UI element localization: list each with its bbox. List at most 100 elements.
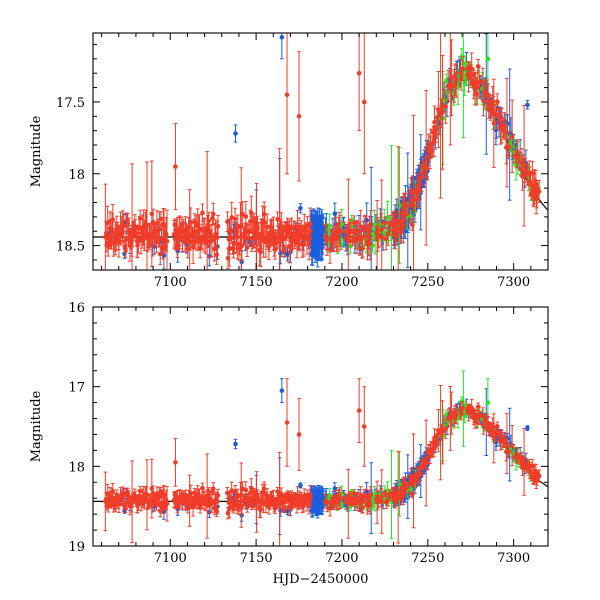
data-point-red bbox=[516, 149, 521, 165]
data-point-red bbox=[337, 488, 343, 509]
data-point-red bbox=[361, 33, 367, 175]
data-point-red bbox=[449, 39, 454, 117]
data-point-red bbox=[360, 502, 365, 514]
data-point-red bbox=[408, 468, 414, 485]
data-point-red bbox=[324, 223, 330, 256]
data-point-green bbox=[462, 55, 468, 72]
x-tick-label: 7100 bbox=[154, 275, 187, 290]
data-point-red bbox=[379, 469, 385, 534]
data-point-red bbox=[460, 56, 466, 82]
data-point-red bbox=[501, 431, 507, 448]
data-point-red bbox=[506, 446, 512, 457]
data-point-red bbox=[240, 201, 245, 227]
data-point-red bbox=[482, 78, 487, 107]
data-point-green bbox=[440, 71, 446, 166]
data-point-red bbox=[121, 214, 127, 238]
data-point-red bbox=[308, 223, 313, 239]
y-tick-label: 17.5 bbox=[56, 96, 85, 111]
data-point-red bbox=[360, 239, 365, 258]
data-point-red bbox=[477, 411, 482, 420]
data-point-red bbox=[403, 206, 409, 222]
data-point-red bbox=[395, 146, 401, 270]
data-point-red bbox=[164, 485, 170, 522]
data-point-red bbox=[363, 214, 368, 246]
data-point-red bbox=[306, 227, 312, 261]
x-tick-label: 7250 bbox=[411, 551, 444, 566]
plot-area bbox=[93, 33, 548, 270]
data-point-red bbox=[361, 386, 367, 467]
x-tick-label: 7150 bbox=[240, 275, 273, 290]
x-tick-label: 7300 bbox=[497, 275, 530, 290]
data-point-red bbox=[383, 227, 389, 251]
data-point-red bbox=[376, 225, 381, 249]
data-point-red bbox=[522, 157, 528, 183]
data-point-red bbox=[485, 83, 491, 110]
panel-bottom: 7100 7150 7200 7250 7300 16 17 18 19 Magnitude HJD… bbox=[29, 301, 549, 587]
data-point-blue bbox=[298, 482, 303, 489]
y-axis-title: Magnitude bbox=[29, 390, 44, 462]
data-point-red bbox=[367, 227, 373, 261]
y-tick-label: 18.5 bbox=[56, 240, 85, 255]
data-point-blue bbox=[233, 124, 238, 143]
data-point-red bbox=[308, 493, 313, 503]
data-point-red bbox=[504, 77, 510, 188]
y-tick-label: 18 bbox=[68, 168, 85, 183]
data-point-red bbox=[509, 99, 515, 174]
x-tick-label: 7200 bbox=[325, 551, 358, 566]
data-point-red bbox=[105, 205, 110, 240]
plot-area bbox=[93, 370, 548, 546]
data-point-red bbox=[417, 163, 423, 192]
data-point-red bbox=[521, 104, 527, 227]
data-point-red bbox=[215, 214, 221, 238]
x-tick-label: 7250 bbox=[411, 275, 444, 290]
data-point-red bbox=[460, 400, 466, 416]
data-point-red bbox=[376, 494, 381, 508]
x-tick-label: 7100 bbox=[154, 551, 187, 566]
data-point-red bbox=[378, 487, 384, 507]
data-point-red bbox=[337, 214, 343, 251]
x-tick-label: 7300 bbox=[497, 551, 530, 566]
data-point-red bbox=[103, 183, 108, 270]
data-point-red bbox=[324, 493, 330, 513]
y-axis-title: Magnitude bbox=[29, 115, 44, 187]
data-point-red bbox=[215, 488, 221, 502]
data-point-red bbox=[249, 478, 254, 498]
plot-frame bbox=[92, 306, 549, 547]
data-point-red bbox=[443, 419, 448, 439]
data-point-red bbox=[164, 209, 170, 270]
data-point-red bbox=[105, 483, 110, 504]
data-point-red bbox=[211, 202, 216, 226]
data-point-red bbox=[424, 155, 430, 181]
data-point-red bbox=[342, 221, 347, 241]
data-point-red bbox=[501, 112, 507, 141]
data-point-red bbox=[536, 469, 542, 483]
data-point-red bbox=[443, 89, 448, 124]
data-point-red bbox=[382, 490, 388, 498]
plot-frame bbox=[92, 32, 549, 271]
data-point-red bbox=[379, 179, 385, 270]
panel-top: 7100 7150 7200 7250 7300 17.5 18 18.5 Magnitude bbox=[29, 32, 549, 290]
data-point-red bbox=[536, 179, 542, 203]
data-point-red bbox=[368, 210, 374, 240]
data-point-red bbox=[402, 193, 408, 228]
y-tick-label: 19 bbox=[68, 540, 85, 555]
data-point-red bbox=[382, 216, 388, 229]
data-point-red bbox=[232, 231, 237, 255]
data-point-red bbox=[333, 490, 338, 508]
data-point-red bbox=[440, 54, 445, 170]
data-point-blue bbox=[233, 438, 238, 450]
data-point-red bbox=[521, 427, 527, 496]
data-point-red bbox=[296, 51, 302, 182]
data-point-blue bbox=[298, 203, 303, 214]
data-point-red bbox=[352, 215, 357, 231]
data-point-blue bbox=[279, 378, 285, 404]
data-point-red bbox=[305, 489, 310, 502]
data-point-red bbox=[264, 213, 270, 241]
data-point-red bbox=[342, 492, 347, 504]
data-point-blue bbox=[279, 33, 285, 60]
data-point-red bbox=[284, 378, 290, 467]
data-point-red bbox=[509, 424, 515, 467]
x-axis-title: HJD−2450000 bbox=[273, 572, 369, 587]
data-point-red bbox=[284, 33, 290, 175]
